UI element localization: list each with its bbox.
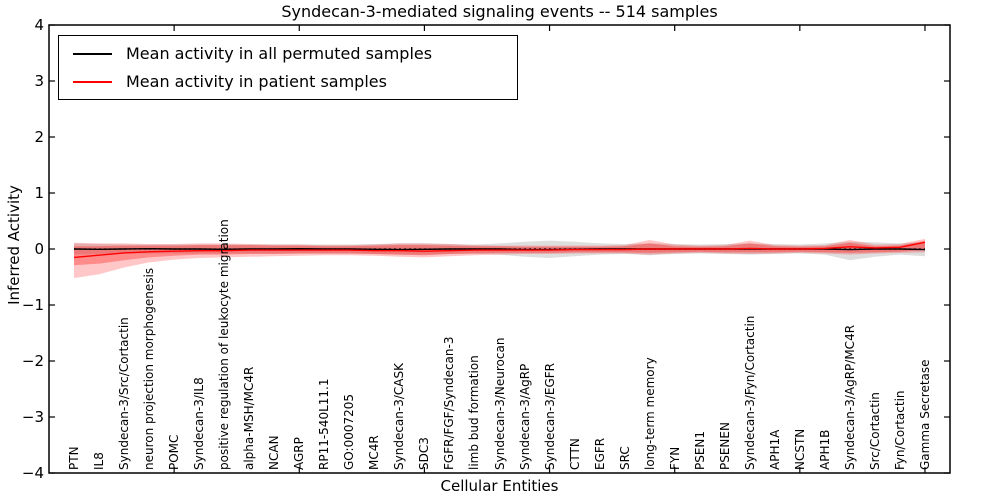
x-tick-label: Syndecan-3/Fyn/Cortactin: [742, 315, 757, 470]
x-tick-label: Syndecan-3/AgRP: [517, 363, 532, 470]
y-tick-label: −4: [21, 464, 44, 482]
x-tick-label: Gamma Secretase: [917, 359, 932, 470]
x-tick-label: Syndecan-3/CASK: [392, 363, 407, 470]
x-tick-label: FGFR/FGF/Syndecan-3: [442, 336, 457, 470]
patient-line-swatch: [73, 80, 112, 83]
x-tick-label: Syndecan-3/IL8: [192, 377, 207, 470]
x-tick-label: PTN: [67, 446, 82, 470]
y-tick-label: 4: [34, 16, 44, 34]
patient-inner-band: [74, 240, 925, 266]
x-tick-label: Src/Cortactin: [867, 392, 882, 470]
permuted-line-swatch: [73, 52, 112, 55]
x-tick-label: APH1A: [767, 429, 782, 470]
x-tick-label: long-term memory: [642, 357, 657, 470]
x-tick-label: limb bud formation: [467, 355, 482, 470]
x-tick-label: NCSTN: [792, 428, 807, 470]
x-tick-label: FYN: [667, 446, 682, 470]
y-tick-label: −1: [21, 296, 44, 314]
legend-label-permuted: Mean activity in all permuted samples: [126, 44, 433, 63]
x-tick-label: PSEN1: [692, 430, 707, 470]
y-tick-label: 1: [34, 184, 44, 202]
patient-mean-line: [73, 241, 926, 259]
x-tick-label: GO:0007205: [342, 393, 357, 470]
x-tick-label: Syndecan-3/EGFR: [542, 362, 557, 470]
legend-entry-permuted: Mean activity in all permuted samples: [59, 43, 517, 65]
x-tick-label: MC4R: [367, 435, 382, 470]
x-tick-label: NCAN: [267, 435, 282, 470]
y-tick-label: 3: [34, 72, 44, 90]
x-tick-label: APH1B: [817, 429, 832, 470]
y-tick-label: −2: [21, 352, 44, 370]
x-tick-label: PSENEN: [717, 422, 732, 470]
legend: Mean activity in all permuted samples Me…: [58, 35, 518, 100]
x-tick-label: SRC: [617, 446, 632, 470]
x-tick-label: Syndecan-3/Neurocan: [492, 337, 507, 470]
x-tick-label: RP11-540L11.1: [317, 378, 332, 470]
x-tick-label: IL8: [92, 452, 107, 470]
x-tick-label: CTTN: [567, 438, 582, 470]
x-tick-label: neuron projection morphogenesis: [142, 267, 157, 470]
x-tick-label: Syndecan-3/Src/Cortactin: [117, 317, 132, 470]
x-axis-label: Cellular Entities: [440, 477, 559, 495]
legend-entry-patient: Mean activity in patient samples: [59, 71, 517, 93]
x-tick-label: EGFR: [592, 437, 607, 470]
x-tick-label: POMC: [167, 434, 182, 470]
x-tick-label: SDC3: [417, 437, 432, 470]
y-tick-label: −3: [21, 408, 44, 426]
x-tick-label: AGRP: [292, 437, 307, 470]
legend-label-patient: Mean activity in patient samples: [126, 72, 387, 91]
chart-title: Syndecan-3-mediated signaling events -- …: [281, 2, 718, 21]
x-tick-label: positive regulation of leukocyte migrati…: [217, 219, 232, 470]
y-tick-label: 2: [34, 128, 44, 146]
x-tick-label: Syndecan-3/AgRP/MC4R: [842, 324, 857, 470]
y-tick-label: 0: [34, 240, 44, 258]
x-tick-label: Fyn/Cortactin: [892, 390, 907, 470]
x-tick-label: alpha-MSH/MC4R: [242, 366, 257, 470]
